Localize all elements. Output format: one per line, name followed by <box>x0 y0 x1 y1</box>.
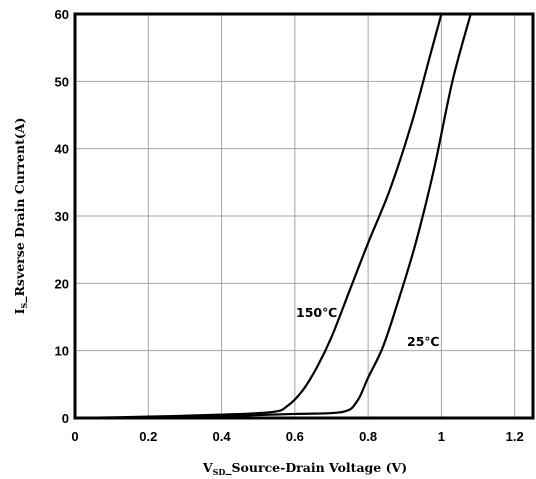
y-tick-label: 10 <box>55 344 69 359</box>
x-tick-label: 0.4 <box>213 429 232 444</box>
x-axis-title: VSD_Source-Drain Voltage (V) <box>202 460 407 477</box>
x-tick-label: 0.6 <box>286 429 304 444</box>
y-tick-label: 20 <box>55 276 69 291</box>
x-tick-label: 0.8 <box>359 429 377 444</box>
grid-lines <box>74 13 533 419</box>
plot-frame <box>73 12 535 420</box>
x-tick-label: 1.2 <box>506 429 524 444</box>
x-tick-label: 0 <box>71 429 78 444</box>
y-tick-label: 60 <box>55 7 69 22</box>
series-label-150: 150℃ <box>296 305 337 320</box>
series-line-150 <box>75 14 443 418</box>
series-line-25 <box>75 14 472 418</box>
y-tick-labels: 0 10 20 30 40 50 60 <box>55 7 69 426</box>
series-label-25: 25℃ <box>407 334 440 349</box>
y-tick-label: 30 <box>55 209 69 224</box>
x-tick-label: 0.2 <box>139 429 157 444</box>
y-tick-label: 50 <box>55 74 69 89</box>
y-tick-label: 40 <box>55 142 69 157</box>
y-tick-label: 0 <box>62 411 69 426</box>
x-tick-label: 1 <box>438 429 445 444</box>
y-axis-title: IS_Rsverse Drain Current(A) <box>12 118 29 315</box>
curves <box>75 14 472 418</box>
x-tick-labels: 0 0.2 0.4 0.6 0.8 1 1.2 <box>71 429 523 444</box>
